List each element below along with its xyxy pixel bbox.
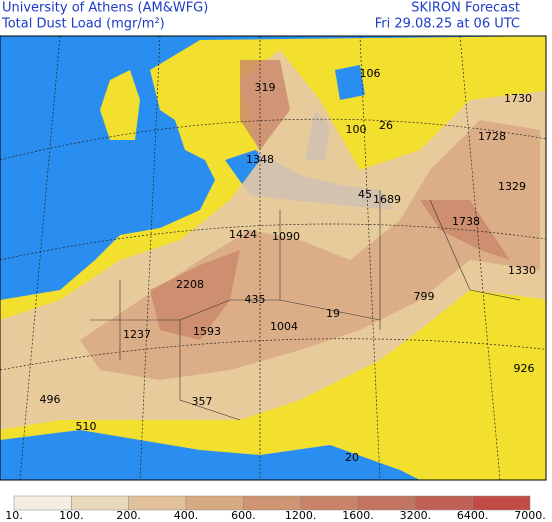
map-label: 799 <box>414 290 435 303</box>
colorbar-label: 6400. <box>457 509 489 522</box>
map-label: 1237 <box>123 328 151 341</box>
dust-high <box>150 60 510 340</box>
map-label: 26 <box>379 119 393 132</box>
map-label: 926 <box>514 362 535 375</box>
valid-time: Fri 29.08.25 at 06 UTC <box>375 17 520 32</box>
institution: University of Athens (AM&WFG) <box>2 1 208 16</box>
map-frame <box>0 35 547 481</box>
colorbar-swatch <box>128 495 187 511</box>
map-label: 319 <box>255 81 276 94</box>
map-label: 20 <box>345 451 359 464</box>
colorbar-swatch <box>13 495 72 511</box>
colorbar-swatch <box>357 495 416 511</box>
map-label: 435 <box>245 293 266 306</box>
colorbar-label: 1600. <box>342 509 374 522</box>
colorbar-swatch <box>300 495 359 511</box>
colorbar-label: 3200. <box>400 509 432 522</box>
colorbar-label: 10. <box>5 509 23 522</box>
map-label: 1330 <box>508 264 536 277</box>
map-label: 1329 <box>498 180 526 193</box>
map-label: 1593 <box>193 325 221 338</box>
britain <box>100 70 140 140</box>
map-label: 100 <box>346 123 367 136</box>
product: Total Dust Load (mgr/m²) <box>1 17 165 32</box>
colorbar-swatch <box>415 495 473 511</box>
graticule <box>0 36 546 480</box>
borders <box>90 190 521 421</box>
map-label: 1738 <box>452 215 480 228</box>
map-label: 510 <box>76 420 97 433</box>
colorbar-label: 400. <box>174 509 199 522</box>
colorbar-swatch <box>71 495 129 511</box>
map-label: 45 <box>358 188 372 201</box>
map-label: 1730 <box>504 92 532 105</box>
colorbar-label: 7000. <box>514 509 546 522</box>
model: SKIRON Forecast <box>411 1 520 16</box>
map-label: 357 <box>192 395 213 408</box>
map-label: 19 <box>326 307 340 320</box>
map-label: 496 <box>40 393 61 406</box>
map-label: 1348 <box>246 153 274 166</box>
colorbar-swatch <box>472 495 531 511</box>
colorbar-swatch <box>185 495 244 511</box>
gulf-of-guinea <box>0 430 420 480</box>
map-area <box>0 36 546 480</box>
map-label: 1090 <box>272 230 300 243</box>
colorbar-label: 600. <box>231 509 256 522</box>
colorbar-label: 200. <box>116 509 141 522</box>
map-label: 1004 <box>270 320 298 333</box>
map-label: 2208 <box>176 278 204 291</box>
map-label: 1728 <box>478 130 506 143</box>
colorbar-label: 100. <box>59 509 84 522</box>
map-label: 1424 <box>229 228 257 241</box>
map-label: 1689 <box>373 193 401 206</box>
colorbar-label: 1200. <box>285 509 317 522</box>
map-label: 106 <box>360 67 381 80</box>
colorbar: 10. 100. 200. 400. 600. 1200. 1600. 3200. 6400. 7… <box>5 495 546 522</box>
map-labels: 106 319 1730 100 26 1728 1348 45 1329 1689 1738 142… <box>40 67 537 464</box>
colorbar-swatch <box>243 495 301 511</box>
